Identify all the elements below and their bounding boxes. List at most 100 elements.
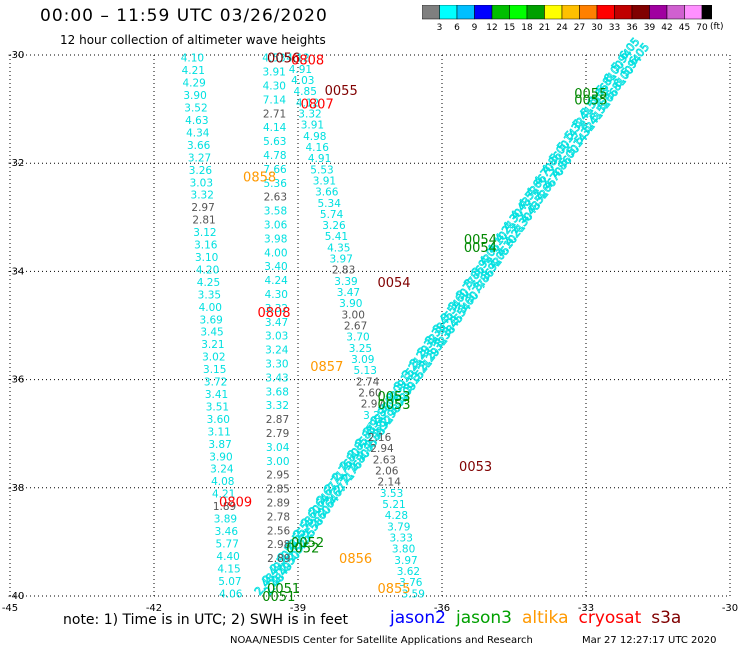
y-tick-label: -38: [8, 483, 24, 494]
swh-value-label: 2.83: [332, 265, 355, 277]
colorbar-label: 12: [486, 23, 497, 33]
swh-value-label: 4.91: [308, 153, 331, 165]
swh-value-label: 3.90: [183, 90, 206, 102]
legend-item: s3a: [651, 608, 682, 628]
x-tick-label: -42: [146, 603, 162, 614]
x-tick-label: -45: [2, 603, 18, 614]
note-text: note: 1) Time is in UTC; 2) SWH is in fe…: [63, 612, 349, 628]
pass-time-label: 0809: [219, 495, 252, 510]
legend-item: jason3: [456, 608, 512, 628]
y-tick-label: -32: [8, 158, 24, 169]
chart-subtitle: 12 hour collection of altimeter wave hei…: [60, 33, 326, 47]
swh-value-label: 5.34: [318, 198, 342, 210]
pass-time-label: 0052: [286, 541, 319, 556]
x-tick-label: -39: [290, 603, 306, 614]
swh-value-label: 2.94: [370, 443, 394, 455]
swh-value-label: 2.16: [368, 432, 392, 444]
swh-value-label: 3.32: [266, 400, 289, 412]
swh-value-label: 2.63: [373, 454, 396, 466]
swh-value-label: 4.30: [265, 289, 288, 301]
swh-value-label: 4.30: [263, 81, 286, 93]
swh-value-label: 5.21: [382, 499, 405, 511]
swh-value-label: 4.12: [286, 53, 309, 65]
swh-value-label: 3.91: [313, 175, 336, 187]
swh-value-label: 3.68: [266, 386, 289, 398]
colorbar-label: 9: [472, 23, 478, 33]
swh-value-label: 2.97: [191, 202, 214, 214]
swh-value-label: 5.77: [216, 538, 239, 550]
swh-value-label: 4.29: [182, 78, 205, 90]
swh-value-label: 3.47: [265, 317, 288, 329]
swh-value-label: 4.08: [211, 476, 234, 488]
swh-value-label: 4.53: [262, 53, 285, 65]
swh-value-label: 3.69: [199, 314, 222, 326]
swh-value-label: 2.67: [344, 321, 367, 333]
pass-time-label: 0054: [377, 276, 410, 291]
swh-value-label: 4.10: [181, 53, 204, 65]
colorbar-unit: (ft): [710, 22, 724, 32]
pass-time-label: 0055: [574, 87, 607, 102]
satellite-legend: jason2 jason3 altika cryosat s3a: [390, 608, 691, 628]
swh-value-label: 4.37: [366, 421, 389, 433]
swh-value-label: 3.00: [266, 456, 289, 468]
swh-value-label: 2.87: [266, 414, 289, 426]
swh-value-label: 3.91: [262, 67, 285, 79]
swh-value-label: 3.03: [265, 331, 288, 343]
swh-value-label: 3.87: [208, 439, 231, 451]
swh-value-label: 3.24: [265, 345, 289, 357]
swh-value-label: 4.16: [306, 142, 330, 154]
pass-time-label: 0808: [257, 306, 290, 321]
swh-value-label: 2.97: [361, 399, 384, 411]
y-tick-label: -36: [8, 375, 24, 386]
pass-time-label: 0056: [267, 52, 300, 67]
swh-value-label: 3.90: [209, 451, 232, 463]
swh-value-label: 4.24: [264, 275, 288, 287]
colorbar-label: 45: [679, 23, 690, 33]
swh-value-label: 2.74: [356, 376, 380, 388]
pass-time-label: 0052: [291, 536, 324, 551]
swh-value-label: 2.06: [375, 466, 399, 478]
swh-value-label: 4.34: [186, 127, 210, 139]
x-tick-label: -36: [434, 603, 450, 614]
legend-item: jason2: [390, 608, 446, 628]
pass-time-label: 0055: [325, 84, 358, 99]
swh-value-label: 3.59: [402, 588, 425, 600]
chart-title: 00:00 – 11:59 UTC 03/26/2020: [40, 6, 328, 26]
swh-value-label: 3.72: [204, 377, 227, 389]
swh-value-label: 4.35: [327, 242, 350, 254]
swh-value-label: 3.89: [214, 514, 237, 526]
swh-value-label: 3.21: [201, 339, 224, 351]
colorbar-label: 3: [437, 23, 443, 33]
colorbar-label: 30: [591, 23, 603, 33]
swh-value-label: 3.52: [184, 103, 207, 115]
pass-time-label: 0053: [377, 390, 410, 405]
pass-time-label: 0855: [377, 582, 410, 597]
legend-item: cryosat: [578, 608, 642, 628]
swh-value-label: 3.60: [207, 414, 230, 426]
pass-time-label: 0053: [459, 460, 492, 475]
x-tick-label: -30: [722, 603, 738, 614]
swh-value-label: 3.25: [349, 343, 372, 355]
swh-value-label: 3.80: [392, 544, 415, 556]
swh-value-label: 1.89: [213, 501, 236, 513]
swh-value-label: 3.40: [264, 261, 287, 273]
swh-value-label: 4.03: [291, 75, 314, 87]
swh-value-label: 3.15: [203, 364, 226, 376]
swh-value-label: 4.21: [182, 65, 205, 77]
swh-value-label: 4.06: [219, 588, 243, 600]
swh-value-label: 3.90: [339, 298, 362, 310]
pass-time-label: 0051: [267, 582, 300, 597]
colorbar-label: 39: [644, 23, 656, 33]
swh-value-label: 3.98: [264, 233, 287, 245]
swh-value-label: 2.56: [267, 525, 291, 537]
pass-time-label: 0807: [301, 98, 334, 113]
swh-value-label: 4.21: [212, 489, 235, 501]
x-tick-label: -33: [578, 603, 594, 614]
swh-value-label: 3.32: [265, 303, 288, 315]
swh-value-label: 4.12: [296, 97, 319, 109]
swh-value-label: 2.89: [267, 498, 290, 510]
swh-value-label: 2.95: [266, 470, 289, 482]
swh-value-label: 3.91: [301, 120, 324, 132]
swh-value-label: 5.13: [354, 365, 377, 377]
swh-value-label: 4.91: [289, 64, 312, 76]
